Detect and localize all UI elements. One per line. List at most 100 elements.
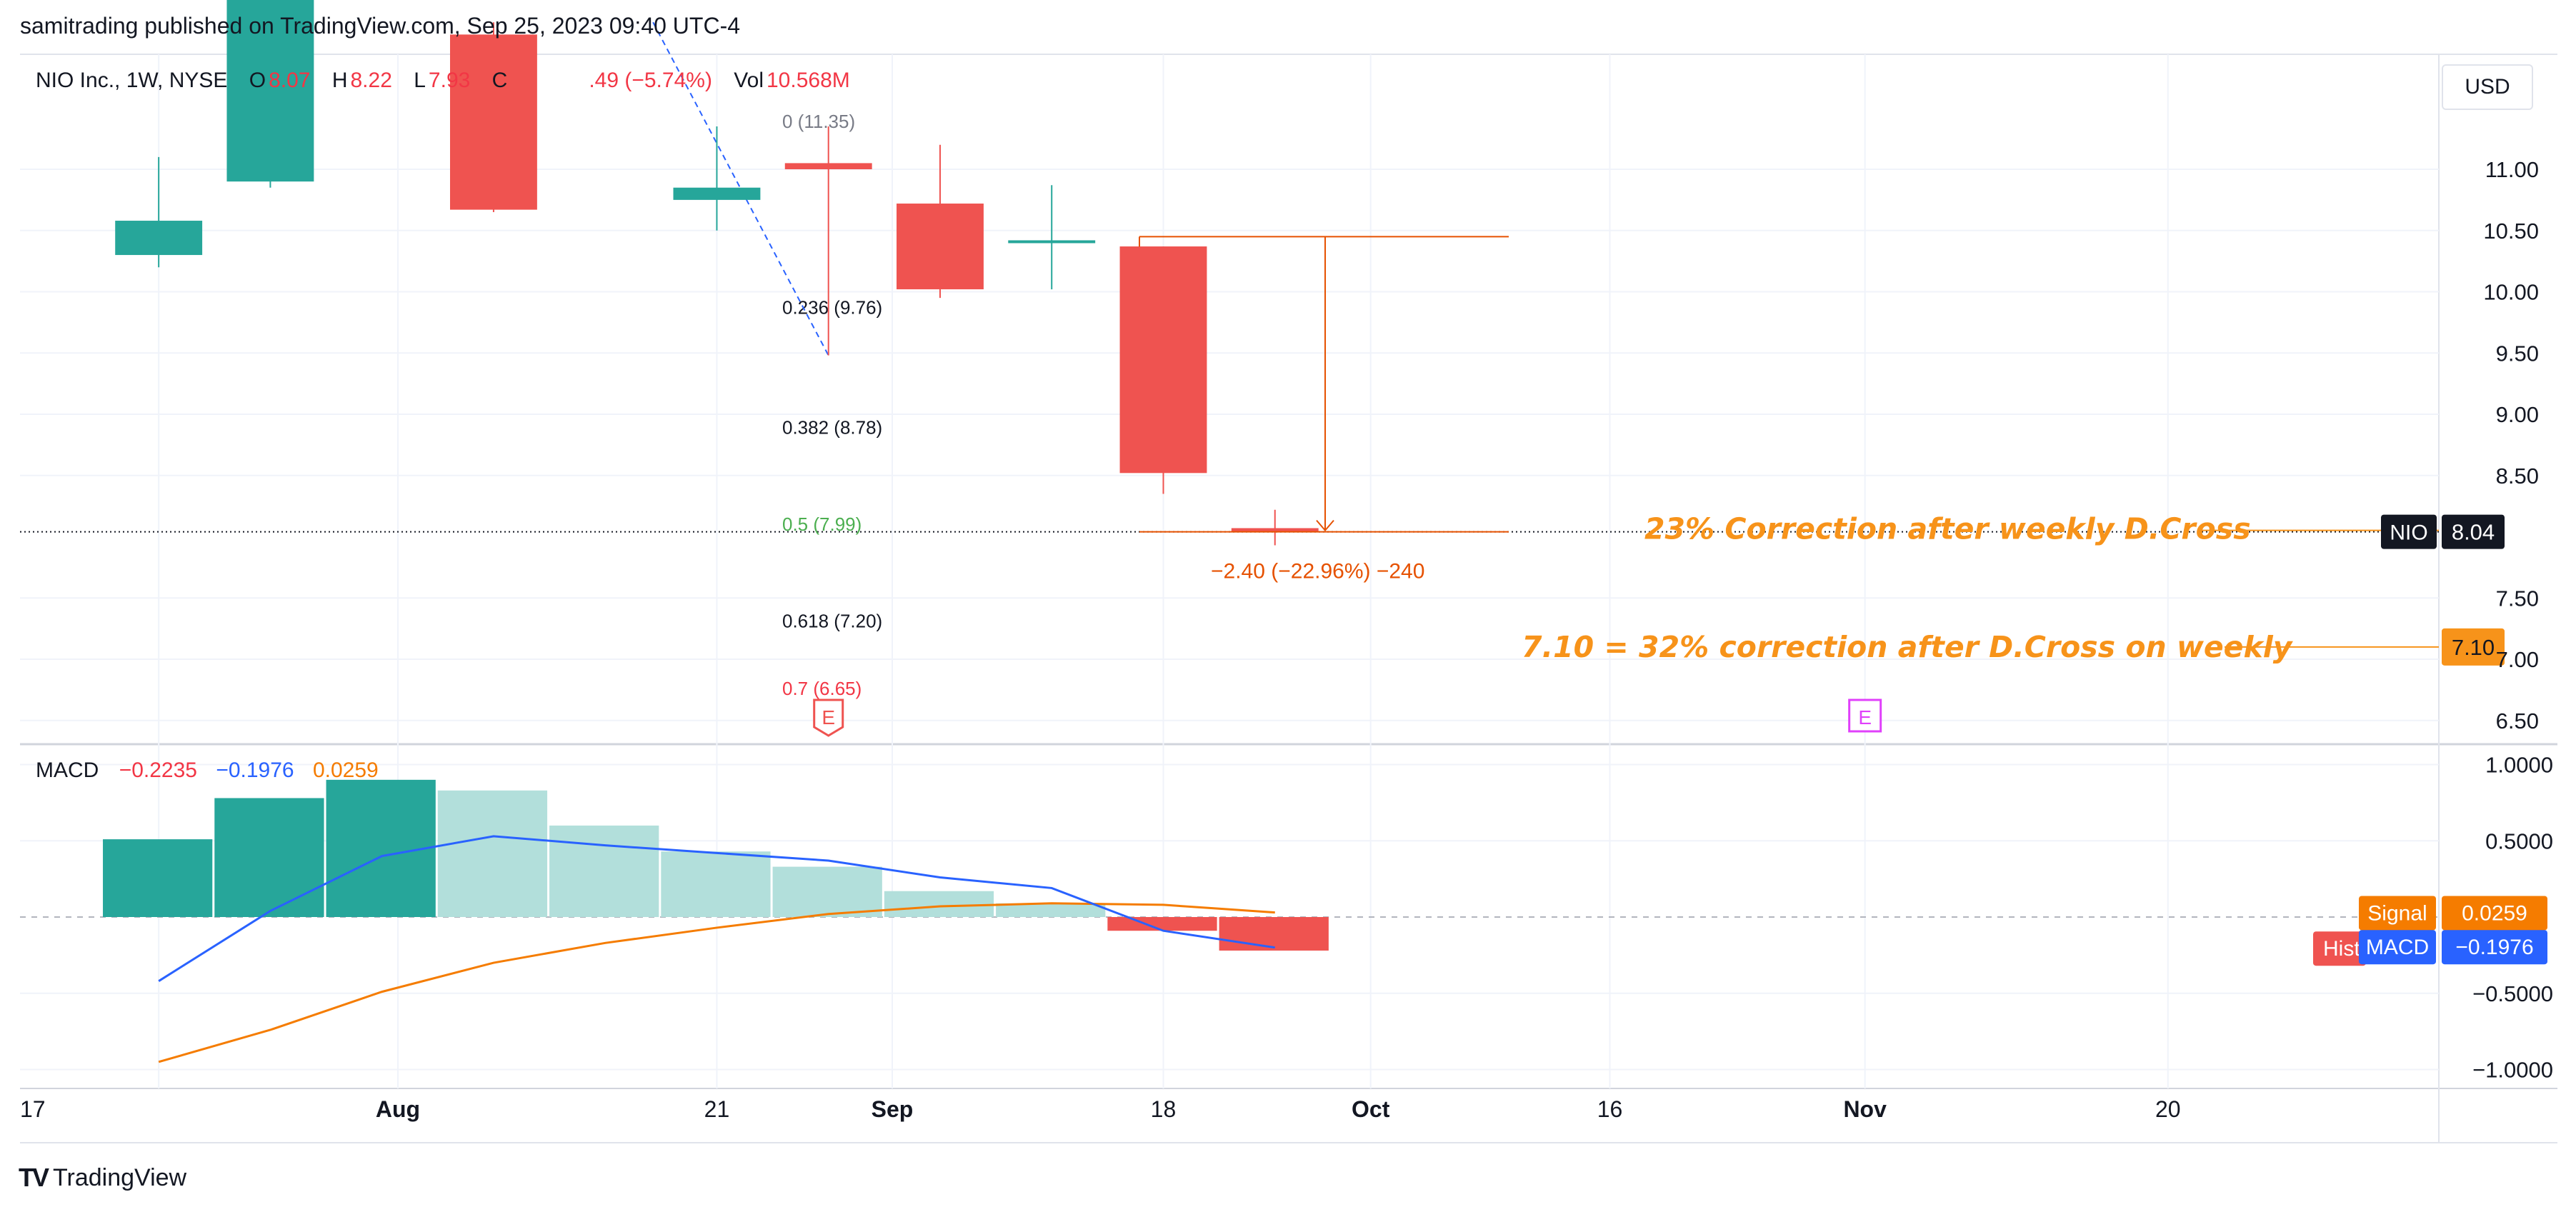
- price-tick-label: 9.50: [2496, 341, 2539, 366]
- last-price-value: 8.04: [2452, 520, 2495, 545]
- low-label: L: [414, 69, 426, 92]
- x-tick-label: Aug: [376, 1096, 420, 1122]
- signal-value-badge: [2442, 896, 2547, 931]
- candle-body: [449, 34, 537, 210]
- price-tick-label: 9.00: [2496, 402, 2539, 427]
- price-tick-label: 11.00: [2485, 157, 2539, 182]
- candle-body: [673, 187, 761, 200]
- macd-histogram-bar: [103, 839, 213, 917]
- macd-value-badge: [2442, 930, 2547, 965]
- volume-value: 10.568M: [767, 69, 850, 92]
- close-label: C: [491, 69, 508, 92]
- open-value: 8.07: [269, 69, 311, 92]
- correction-note: 23% Correction after weekly D.Cross: [1644, 512, 2251, 546]
- x-tick-label: Nov: [1843, 1096, 1887, 1122]
- x-tick-label: 20: [2155, 1096, 2181, 1122]
- price-tick-label: 10.50: [2483, 219, 2539, 244]
- candle-body: [897, 204, 984, 290]
- currency-button[interactable]: USD: [2442, 64, 2533, 110]
- macd-tick-label: 0.5000: [2485, 828, 2553, 853]
- close-value: .49 (−5.74%): [589, 69, 712, 92]
- macd-histogram-bar: [772, 866, 882, 917]
- annotations[interactable]: −2.40 (−22.96%) −240 23% Correction after…: [813, 236, 2505, 737]
- price-tick-label: 8.50: [2496, 464, 2539, 489]
- target-note: 7.10 = 32% correction after D.Cross on w…: [1522, 630, 2294, 664]
- fib-level-label: 0 (11.35): [782, 111, 855, 132]
- fib-level-label: 0.7 (6.65): [782, 678, 862, 699]
- price-tick-label: 10.00: [2483, 280, 2539, 305]
- signal-value: 0.0259: [2462, 901, 2527, 925]
- measure-arrowhead: [1316, 519, 1334, 532]
- last-price-badge: [2442, 514, 2505, 549]
- candle-body: [1008, 240, 1096, 244]
- x-tick-label: 18: [1151, 1096, 1177, 1122]
- publisher-header: samitrading published on TradingView.com…: [20, 13, 741, 39]
- earnings-marker-icon: [813, 698, 844, 737]
- volume-label: Vol: [734, 69, 764, 92]
- symbol-legend: NIO Inc., 1W, NYSE O 8.07 H 8.22 L 7.93 C .4…: [36, 69, 853, 93]
- macd-histogram-bar: [549, 825, 659, 917]
- target-price-text: 7.10: [2452, 635, 2495, 660]
- high-label: H: [331, 69, 348, 92]
- macd-histogram-bar: [996, 903, 1106, 917]
- macd-histogram-bar: [661, 851, 771, 917]
- tradingview-logo[interactable]: TV TradingView: [19, 1163, 186, 1193]
- signal-badge-label: Signal: [2367, 901, 2427, 925]
- macd-line-value: −0.1976: [216, 758, 294, 782]
- candle-body: [1119, 246, 1207, 474]
- candle-body: [115, 221, 203, 256]
- x-tick-label: 16: [1597, 1096, 1623, 1122]
- signal-badge: [2359, 896, 2436, 931]
- macd-tick-label: 1.0000: [2485, 753, 2553, 778]
- macd-tick-label: −1.0000: [2472, 1058, 2553, 1083]
- low-value: 7.93: [428, 69, 471, 92]
- x-tick-label: 17: [20, 1096, 46, 1122]
- macd-hist-value: −0.2235: [119, 758, 197, 782]
- earnings-marker-label: E: [822, 706, 835, 728]
- earnings-marker-icon: [1848, 698, 1882, 733]
- macd-histogram-bar: [1107, 917, 1217, 931]
- fib-trend-line: [652, 21, 829, 356]
- symbol-name[interactable]: NIO Inc., 1W, NYSE: [36, 69, 228, 92]
- open-label: O: [249, 69, 266, 92]
- macd-badge-label: MACD: [2366, 936, 2429, 959]
- hist-badge: [2313, 931, 2366, 966]
- tradingview-mark-icon: TV: [19, 1163, 49, 1192]
- macd-title[interactable]: MACD: [36, 758, 99, 782]
- fib-level-label: 0.382 (8.78): [782, 417, 882, 439]
- macd-legend: MACD −0.2235 −0.1976 0.0259: [36, 758, 379, 783]
- earnings-marker-label: E: [1858, 706, 1872, 728]
- last-price-symbol: NIO: [2390, 521, 2427, 545]
- candle-body: [784, 163, 872, 169]
- candles: [115, 0, 1319, 546]
- macd-histogram-bar: [437, 790, 548, 917]
- macd-signal-value: 0.0259: [312, 758, 379, 782]
- macd-histogram-bar: [884, 891, 994, 917]
- axes: 17 Aug 21 Sep 18 Oct 16 Nov 20 11.00 10.50 10.00 9.5…: [20, 157, 2553, 1122]
- x-tick-label: Sep: [872, 1096, 914, 1122]
- tradingview-name: TradingView: [53, 1163, 187, 1191]
- macd-value: −0.1976: [2455, 936, 2533, 959]
- x-tick-label: 21: [704, 1096, 730, 1122]
- measure-label: −2.40 (−22.96%) −240: [1211, 560, 1424, 584]
- macd-tick-label: −0.5000: [2472, 981, 2553, 1006]
- signal-line: [158, 902, 1275, 1063]
- macd-histogram-bar: [214, 798, 324, 917]
- price-tick-label: 6.50: [2496, 708, 2539, 733]
- price-tick-label: 7.50: [2496, 586, 2539, 611]
- last-price-symbol-badge: [2381, 514, 2437, 549]
- fib-level-label: 0.5 (7.99): [782, 514, 862, 535]
- fib-level-label: 0.236 (9.76): [782, 297, 882, 319]
- macd-pane: Signal 0.0259 Hist MACD −0.1976: [103, 779, 2547, 1063]
- fib-retracement[interactable]: 0 (11.35) 0.236 (9.76) 0.382 (8.78) 0.5 (7.…: [652, 21, 882, 699]
- macd-histogram-bar: [1219, 917, 1329, 951]
- macd-histogram-bar: [326, 779, 436, 917]
- x-tick-label: Oct: [1352, 1096, 1390, 1122]
- high-value: 8.22: [350, 69, 392, 92]
- macd-line: [158, 835, 1275, 982]
- fib-level-label: 0.618 (7.20): [782, 611, 882, 632]
- candle-body: [1231, 528, 1319, 532]
- target-price-badge: [2442, 628, 2505, 666]
- macd-badge: [2359, 930, 2436, 965]
